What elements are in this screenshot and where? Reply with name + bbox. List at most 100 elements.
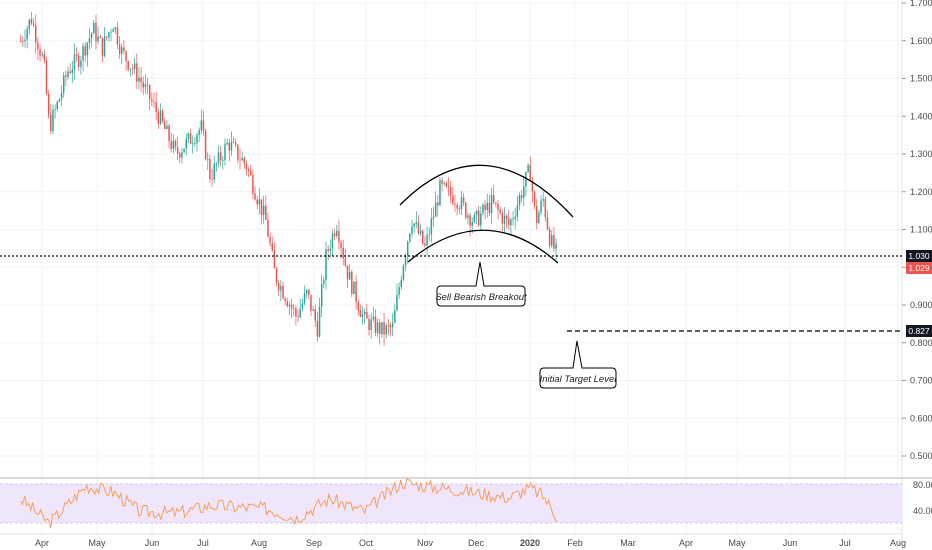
candle-down <box>204 131 207 160</box>
candle-up <box>434 202 437 217</box>
candle-down <box>366 311 368 319</box>
candle-up <box>443 182 446 184</box>
pattern-upper-arc[interactable] <box>399 164 574 218</box>
candle-up <box>372 316 375 320</box>
price-axis[interactable]: 1.7001.6001.5001.4001.3001.2001.1001.000… <box>902 0 932 461</box>
price-tick-label: 1.100 <box>910 225 932 235</box>
label-background <box>906 325 932 337</box>
candle-down <box>531 180 534 192</box>
candle-up <box>58 99 61 102</box>
time-tick-label: Jul <box>839 538 851 548</box>
candle-down <box>422 230 424 244</box>
sell-bearish-breakout-callout[interactable]: Sell Bearish Breakout <box>435 261 527 307</box>
candle-up <box>404 256 407 266</box>
price-tick-label: 0.500 <box>910 451 932 461</box>
time-tick-label: Aug <box>251 538 267 548</box>
candle-up <box>518 195 521 206</box>
callout-bubble <box>436 261 526 307</box>
candle-up <box>86 42 89 56</box>
candle-down <box>239 159 241 161</box>
candle-up <box>482 204 484 214</box>
candle-up <box>503 215 506 224</box>
time-tick-label: Apr <box>679 538 693 548</box>
candle-down <box>148 84 151 100</box>
candle-down <box>488 202 491 214</box>
candle-down <box>535 205 538 224</box>
candle-up <box>413 223 415 227</box>
candle-down <box>308 289 310 295</box>
candle-up <box>329 248 332 251</box>
price-tick-label: 0.900 <box>910 300 932 310</box>
candle-down <box>101 37 104 56</box>
candle-up <box>144 84 147 88</box>
candle-up <box>430 218 433 235</box>
candle-up <box>331 233 334 249</box>
candle-down <box>456 204 458 209</box>
price-tick-label: 0.700 <box>910 376 932 386</box>
candle-down <box>35 25 37 43</box>
candle-up <box>222 160 224 161</box>
candle-down <box>277 282 280 291</box>
candle-down <box>424 243 426 246</box>
candle-up <box>67 71 69 77</box>
candle-down <box>37 42 39 50</box>
candle-up <box>419 230 422 234</box>
candle-up <box>525 171 527 187</box>
callout-text: Sell Bearish Breakout <box>435 292 527 303</box>
candle-down <box>243 157 246 164</box>
candle-down <box>234 142 237 145</box>
candle-up <box>258 199 261 205</box>
candle-down <box>245 163 248 170</box>
label-text: 1.030 <box>908 251 930 261</box>
candle-up <box>318 306 321 337</box>
target-level-price-label: 0.827 <box>906 325 932 337</box>
time-tick-label: Sep <box>306 538 322 548</box>
candle-down <box>151 99 153 102</box>
candle-down <box>284 298 286 302</box>
candle-up <box>73 54 76 70</box>
candle-down <box>168 125 170 142</box>
candle-up <box>426 234 428 246</box>
candle-up <box>303 293 306 304</box>
time-tick-label: May <box>88 538 106 548</box>
candle-up <box>183 148 185 153</box>
candle-up <box>305 289 308 294</box>
candle-down <box>465 202 467 218</box>
candle-down <box>387 325 390 327</box>
candle-down <box>351 271 353 294</box>
candle-down <box>131 68 134 70</box>
candle-up <box>320 283 323 307</box>
rsi-band <box>0 484 902 523</box>
candle-up <box>41 54 43 56</box>
candle-down <box>125 51 127 62</box>
time-tick-label: Jul <box>197 538 209 548</box>
candle-down <box>389 325 392 328</box>
candle-up <box>226 142 228 145</box>
candle-down <box>499 209 501 213</box>
candle-down <box>338 230 340 243</box>
candle-up <box>198 129 200 135</box>
candle-up <box>28 19 31 29</box>
rounding-top-pattern[interactable] <box>399 164 574 264</box>
candle-up <box>90 33 93 39</box>
candle-down <box>142 82 145 88</box>
time-axis[interactable]: Apr May Jun Jul Aug Sep Oct Nov Dec 2020 Feb Mar Apr… <box>35 538 906 548</box>
candle-down <box>293 308 295 309</box>
candle-down <box>495 202 497 204</box>
candle-down <box>118 44 121 54</box>
candle-up <box>93 22 95 34</box>
candle-up <box>555 243 557 249</box>
time-grid <box>41 0 899 534</box>
candle-down <box>344 258 347 266</box>
candle-up <box>200 120 203 130</box>
initial-target-level-callout[interactable]: Initial Target Level <box>539 340 618 389</box>
candle-down <box>290 304 293 309</box>
candle-down <box>123 47 125 52</box>
time-tick-label: May <box>728 538 746 548</box>
candle-up <box>385 325 387 335</box>
pattern-lower-arc[interactable] <box>407 229 559 264</box>
candle-down <box>22 40 24 42</box>
candle-up <box>411 226 413 234</box>
candle-down <box>501 212 504 224</box>
